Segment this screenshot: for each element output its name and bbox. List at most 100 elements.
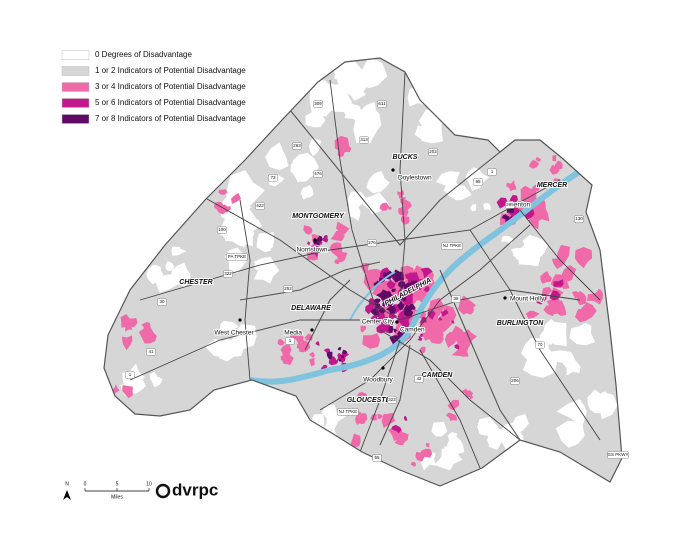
county-label: GLOUCESTER [347,397,396,404]
road-label: 263 [293,143,301,148]
road-label: 1 [129,372,132,377]
area-patch [219,338,235,362]
area-patch [129,379,146,394]
area-patch [579,302,597,317]
area-patch [400,215,408,222]
area-patch [470,204,477,212]
road-label: 322 [224,271,232,276]
area-patch [360,325,367,333]
county-boundary [304,279,351,351]
area-patch [434,98,450,113]
road [139,179,561,301]
area-patch [403,282,413,292]
legend-label: 0 Degrees of Disadvantage [95,50,193,59]
area-patch [334,259,340,265]
area-patch [444,331,456,348]
road [519,209,601,301]
area-patch [337,347,342,351]
area-patch [425,442,430,448]
place-label: Trenton [508,202,531,209]
area-patch [516,242,541,267]
area-patch [280,343,292,356]
area-patch [350,433,361,448]
area-patch [171,246,187,256]
area-patch [121,335,133,351]
area-patch [550,300,567,316]
area-patch [522,186,527,194]
area-patch [377,413,383,420]
road-shield [146,348,156,356]
labels: BUCKSMERCERMONTGOMERYCHESTERDELAWAREPHIL… [125,100,629,462]
road [129,319,360,381]
area-patch [451,320,455,324]
area-patch [330,230,345,242]
road-label: 1 [491,169,494,174]
area-patch [391,288,396,293]
area-patch [525,310,540,319]
area-patch [469,394,474,400]
road-label: 70 [537,342,543,347]
county-label: CHESTER [179,279,212,286]
place-label: Norristown [296,247,327,254]
area-patch [218,191,252,225]
road-label: 42 [416,376,422,381]
road-label: 422 [256,203,264,208]
area-patch [403,415,408,421]
place-dot [503,296,507,300]
place-dot [238,318,242,322]
area-patch [528,159,540,169]
area-patch [417,336,423,341]
road-label: 309 [314,101,322,106]
area-patch [289,330,304,344]
legend-swatch [61,82,90,92]
area-patch [496,197,508,209]
road-label: 252 [284,286,292,291]
area-patch [342,349,348,355]
road [419,349,481,469]
road [359,339,401,453]
area-patch [391,424,401,432]
area-patch [395,296,401,302]
area-patch [353,103,382,144]
scale-tick-label: 5 [116,481,119,487]
legend-label: 5 or 6 Indicators of Potential Disadvant… [95,98,246,107]
area-patch [318,83,353,112]
footer: N 0 5 10 Miles dvrpc [63,480,218,500]
area-patch [393,328,398,334]
area-patch [419,451,437,471]
area-patch [307,241,310,245]
area-patch [340,355,344,359]
area-patch [574,247,593,269]
road-shield [125,371,135,379]
logo-mark [155,483,171,499]
north-label: N [65,481,69,487]
area-patch [357,415,368,424]
legend-label: 7 or 8 Indicators of Potential Disadvant… [95,114,246,123]
area-patch [281,354,292,364]
area-patch [410,280,418,286]
road-shield [268,174,278,182]
road-shield [441,242,463,250]
area-patch [443,179,460,194]
area-patch [403,306,414,317]
road-shield [372,454,382,462]
county-boundary [289,109,516,246]
area-patch [357,392,368,403]
area-patch [536,182,542,188]
road-label: 206 [511,378,519,383]
road [329,79,381,321]
area-patch [545,321,567,347]
road-label: 95 [475,179,481,184]
road-label: 73 [270,175,276,180]
road-shield [428,148,438,156]
area-patch [587,389,608,414]
area-patch [334,359,339,364]
area-patch [309,351,315,358]
road-label: 313 [360,137,368,142]
area-patch [352,58,388,89]
road-label: NJ TPKE [443,243,461,248]
area-patch [440,317,451,331]
logo-text: dvrpc [172,480,218,499]
area-patch [423,285,430,292]
road-shield [505,201,515,209]
